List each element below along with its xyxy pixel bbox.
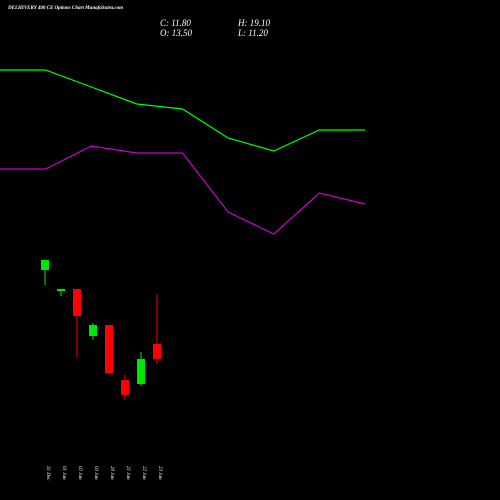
x-tick-label: 31 Dec (45, 466, 50, 481)
candle-body (153, 343, 161, 359)
high-label: H: 19.10 (237, 18, 270, 28)
x-tick-label: 22 Jan (141, 466, 146, 480)
x-tick-label: 21 Jan (125, 466, 130, 480)
x-tick-label: 03 Jan (93, 466, 98, 480)
candle-body (57, 288, 65, 292)
candle-body (137, 358, 145, 385)
low-label: L: 11.20 (237, 28, 268, 38)
x-tick-label: 23 Jan (157, 466, 162, 480)
x-tick-label: 02 Jan (77, 466, 82, 480)
candle-body (121, 379, 129, 395)
candle-body (41, 259, 49, 271)
x-tick-label: 20 Jan (109, 466, 114, 480)
candle-body (73, 288, 81, 316)
open-label: O: 13.50 (160, 28, 192, 38)
indicator-line (0, 145, 366, 235)
indicator-line (0, 69, 365, 152)
candle-body (105, 324, 113, 374)
x-tick-label: 01 Jan (61, 466, 66, 480)
chart-title: DELHIVERY 400 CE Options Chart MunafaSut… (7, 6, 123, 11)
close-label: C: 11.80 (160, 18, 191, 28)
candle-body (89, 324, 97, 336)
